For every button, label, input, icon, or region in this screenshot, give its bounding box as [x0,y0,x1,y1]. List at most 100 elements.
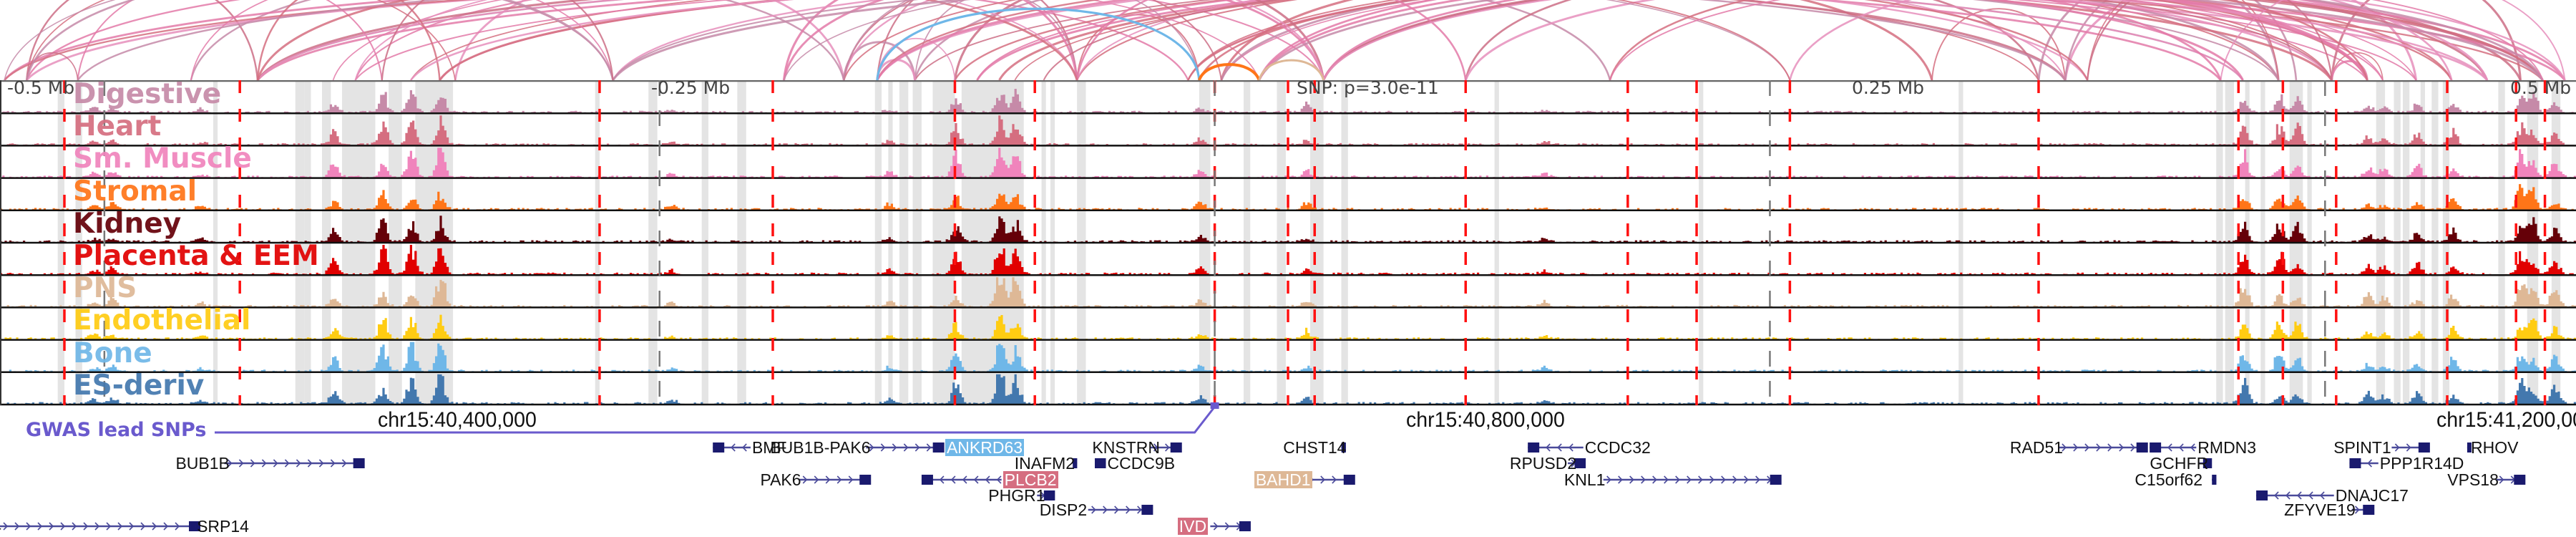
strand-arrow [1709,475,1714,484]
strand-arrow [985,475,990,484]
track-label-kidney: Kidney [73,207,182,240]
loop-arc [612,0,2280,81]
track-label-stromal: Stromal [73,175,197,208]
loop-arc [25,0,614,81]
strand-arrow [2119,443,2124,452]
exon [2150,442,2162,453]
gene-label-bub1b-pak6: BUB1B-PAK6 [770,438,871,457]
snp-annotation: SNP: p=3.0e-11 [1297,77,1439,98]
gene-label-gchfr: GCHFR [2150,454,2209,473]
axis-label-minus-0.5mb: -0.5 Mb [7,77,75,98]
loop-arc [26,0,259,81]
axis-label-0.25mb: 0.25 Mb [1852,77,1925,98]
strand-arrow [1687,475,1692,484]
loop-arc [1258,0,2368,81]
strand-arrow [2062,443,2067,452]
strand-arrow [2354,505,2360,514]
exon [2136,442,2148,453]
loop-arc [612,0,2544,81]
exon [2212,475,2217,485]
strand-arrow [2167,443,2172,452]
track-label-endothelial: Endothelial [73,304,251,337]
gene-label-ivd: IVD [1177,517,1209,536]
strand-arrow [250,459,255,468]
strand-arrow [330,459,336,468]
exon [1043,490,1055,500]
exon [353,458,365,468]
loop-arc [843,0,1324,81]
axis-label-0.5mb: 0.5 Mb [2510,77,2572,98]
strand-arrow [227,459,233,468]
gene-label-zfyve19: ZFYVE19 [2284,500,2356,519]
exon [2467,442,2472,453]
loop-arc [914,0,2544,81]
gene-label-knl1: KNL1 [1563,470,1606,489]
exon [939,442,944,453]
strand-arrow [129,522,135,531]
strand-arrow [1546,443,1551,452]
gene-label-rpusd2: RPUSD2 [1509,454,1577,473]
strand-arrow [72,522,77,531]
loop-arc [256,0,2067,81]
strand-arrow [1652,475,1657,484]
loop-arc [354,0,2417,81]
loop-arc [1187,0,2333,81]
loop-arc [1014,0,2544,81]
strand-arrow [892,443,897,452]
loop-arc [256,0,2566,81]
gene-label-pak6: PAK6 [760,470,801,489]
strand-arrow [2499,475,2504,484]
loop-arc [1043,0,2333,81]
loop-arc [876,0,2244,81]
gene-label-plcb2: PLCB2 [1002,470,1058,489]
strand-arrow [2273,491,2279,500]
exon [1770,475,1782,485]
loop-arc [1464,0,2040,81]
strand-arrow [2406,443,2411,452]
strand-arrow [1332,475,1337,484]
exon [1095,458,1106,468]
exon [713,442,725,453]
loop-arc [783,0,1325,81]
strand-arrow [1606,475,1611,484]
gene-label-ccdc9b: CCDC9B [1107,454,1176,473]
exon [1343,475,1355,485]
strand-arrow [1641,475,1646,484]
strand-arrow [2190,443,2195,452]
gene-label-srp14: SRP14 [197,517,249,536]
strand-arrow [2107,443,2113,452]
strand-arrow [1721,475,1726,484]
strand-arrow [1103,505,1108,514]
strand-arrow [2308,491,2313,500]
strand-arrow [742,443,747,452]
gene-label-inafm2: INAFM2 [1014,454,1075,473]
loop-arc [439,0,2333,81]
exon [2202,458,2212,468]
strand-arrow [814,475,819,484]
loop-arc [1322,0,2368,81]
track-label-placenta-eem: Placenta & EEM [73,240,319,272]
loop-arc [77,0,383,81]
coord-label-40400000: chr15:40,400,000 [378,408,537,432]
loop-arc [410,0,2488,81]
loop-arc [26,0,2488,81]
strand-arrow [939,475,945,484]
loop-arc [190,0,845,81]
strand-arrow [1320,475,1325,484]
strand-arrow [163,522,169,531]
loop-arc [354,0,1078,81]
loop-arc-highlighted [876,7,1201,81]
strand-arrow [2319,491,2325,500]
exon [1239,521,1251,531]
loop-arc [256,0,1078,81]
loop-arc [782,0,1078,81]
strand-arrow [1568,443,1574,452]
gwas-connector-line [215,406,1216,434]
strand-arrow [848,475,854,484]
gwas-track-label: GWAS lead SNPs [26,419,207,441]
gene-label-ppp1r14d: PPP1R14D [2379,454,2464,473]
gene-label-knstrn: KNSTRN [1092,438,1160,457]
strand-arrow [2084,443,2090,452]
exon [2349,458,2361,468]
strand-arrow [1213,522,1219,531]
